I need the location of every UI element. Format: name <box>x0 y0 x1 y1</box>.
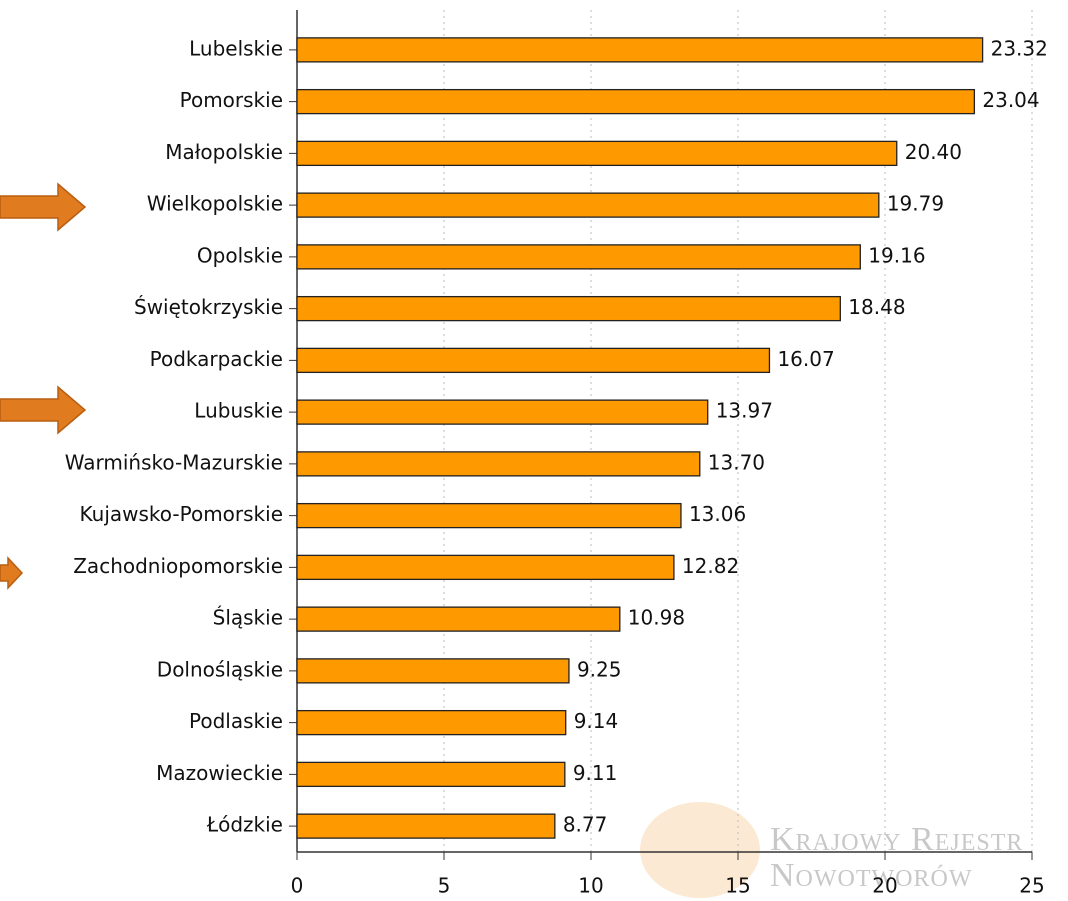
value-label: 20.40 <box>905 140 962 164</box>
y-tick-label: Warmińsko-Mazurskie <box>65 450 283 474</box>
value-label: 23.04 <box>982 88 1039 112</box>
bar <box>296 761 566 788</box>
y-tick-label: Lubuskie <box>194 399 283 423</box>
y-tick-label: Zachodniopomorskie <box>73 554 283 578</box>
value-label: 19.79 <box>887 192 944 216</box>
value-label: 9.14 <box>574 709 619 733</box>
value-label: 9.25 <box>577 657 622 681</box>
bar <box>296 399 709 425</box>
arrows <box>0 182 87 590</box>
value-label: 8.77 <box>563 813 608 837</box>
bar <box>296 88 976 115</box>
x-tick-label: 15 <box>725 874 750 898</box>
x-tick-label: 20 <box>872 874 897 898</box>
y-tick-label: Dolnośląskie <box>157 657 283 681</box>
y-tick-label: Śląskie <box>213 606 283 630</box>
value-label: 23.32 <box>991 36 1048 60</box>
y-tick-label: Pomorskie <box>180 88 283 112</box>
y-tick-label: Podkarpackie <box>150 347 283 371</box>
value-label: 18.48 <box>848 295 905 319</box>
watermark-text: Nowotworów <box>770 857 973 894</box>
y-tick-label: Małopolskie <box>165 140 283 164</box>
y-tick-label: Łódzkie <box>206 813 283 837</box>
bar <box>296 347 771 374</box>
watermark: Krajowy Rejestr Nowotworów <box>640 802 1022 898</box>
bar <box>296 192 880 218</box>
y-tick-label: Podlaskie <box>189 709 283 733</box>
bar <box>296 451 701 477</box>
arrow <box>0 556 24 590</box>
y-tick-label: Kujawsko-Pomorskie <box>80 502 283 526</box>
arrow <box>0 182 87 232</box>
bar <box>296 37 984 63</box>
x-tick-label: 0 <box>291 874 304 898</box>
value-label: 19.16 <box>868 243 925 267</box>
y-tick-label: Świętokrzyskie <box>134 295 283 319</box>
y-tick-label: Opolskie <box>197 243 283 267</box>
bar <box>296 140 898 167</box>
bar <box>296 658 570 684</box>
value-label: 16.07 <box>777 347 834 371</box>
bar <box>296 502 682 529</box>
y-tick-label: Mazowieckie <box>156 761 283 785</box>
x-tick-label: 25 <box>1019 874 1044 898</box>
y-tick-label: Wielkopolskie <box>147 192 283 216</box>
value-label: 13.97 <box>716 399 773 423</box>
y-tick-label: Lubelskie <box>189 36 283 60</box>
bar <box>296 606 621 632</box>
watermark-logo <box>640 802 760 898</box>
value-label: 9.11 <box>573 761 618 785</box>
value-label: 13.06 <box>689 502 746 526</box>
arrow <box>0 385 87 435</box>
x-tick-label: 10 <box>578 874 603 898</box>
bar <box>296 813 556 839</box>
bar <box>296 709 567 736</box>
value-label: 10.98 <box>628 606 685 630</box>
value-label: 12.82 <box>682 554 739 578</box>
bar <box>296 244 861 270</box>
bar <box>296 554 675 581</box>
x-tick-label: 5 <box>438 874 451 898</box>
bar <box>296 295 841 322</box>
value-label: 13.70 <box>708 450 765 474</box>
